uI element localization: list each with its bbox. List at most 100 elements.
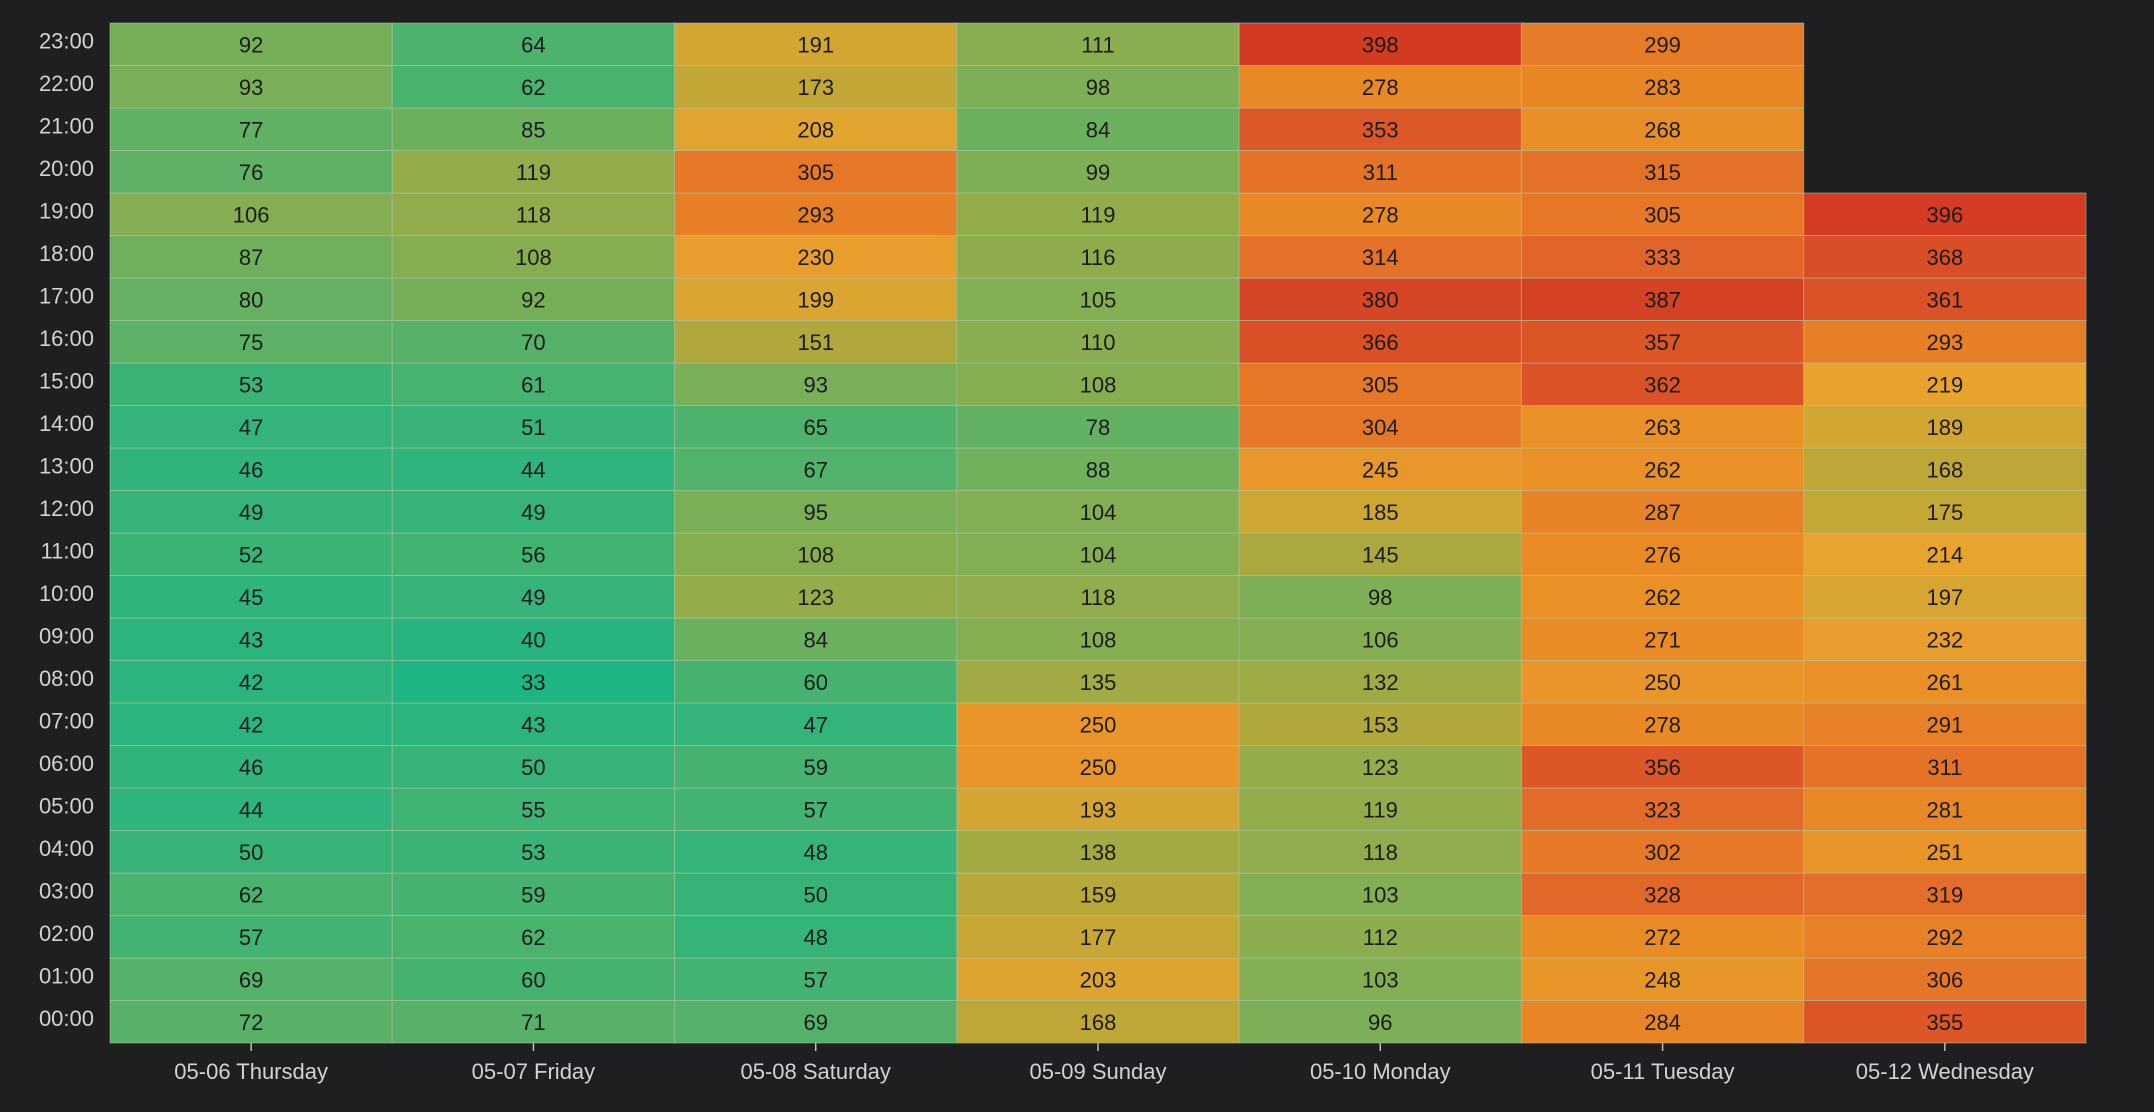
cell-value-label: 208 bbox=[797, 117, 834, 142]
cell-value-label: 106 bbox=[1362, 627, 1399, 652]
heatmap-cell bbox=[109, 362, 393, 406]
cell-value-label: 283 bbox=[1644, 75, 1681, 100]
cell-value-label: 323 bbox=[1644, 797, 1681, 822]
heatmap-cell bbox=[1803, 490, 2087, 534]
cell-value-label: 278 bbox=[1644, 712, 1681, 737]
heatmap-cell bbox=[109, 617, 393, 661]
cell-value-label: 132 bbox=[1362, 670, 1399, 695]
heatmap-cell bbox=[1520, 235, 1805, 279]
cell-value-label: 112 bbox=[1363, 925, 1398, 950]
cell-value-label: 262 bbox=[1644, 457, 1681, 482]
cell-value-label: 57 bbox=[803, 967, 827, 992]
cell-value-label: 293 bbox=[1926, 330, 1963, 355]
heatmap-cell bbox=[1238, 787, 1522, 831]
cell-value-label: 84 bbox=[803, 627, 827, 652]
cell-value-label: 305 bbox=[1644, 202, 1681, 227]
heatmap-cell bbox=[1803, 872, 2087, 916]
heatmap-cell bbox=[1238, 872, 1522, 916]
cell-value-label: 48 bbox=[803, 840, 827, 865]
y-tick-label: 22:00 bbox=[39, 71, 94, 96]
cell-value-label: 53 bbox=[239, 372, 263, 397]
cell-value-label: 203 bbox=[1080, 967, 1117, 992]
cell-value-label: 108 bbox=[1080, 372, 1117, 397]
cell-value-label: 42 bbox=[239, 670, 263, 695]
cell-value-label: 60 bbox=[803, 670, 827, 695]
cell-value-label: 45 bbox=[239, 585, 263, 610]
cell-value-label: 106 bbox=[233, 202, 270, 227]
cell-value-label: 263 bbox=[1644, 415, 1681, 440]
cell-value-label: 51 bbox=[521, 415, 545, 440]
cell-value-label: 78 bbox=[1086, 415, 1110, 440]
cell-value-label: 85 bbox=[521, 117, 545, 142]
cell-value-label: 262 bbox=[1644, 585, 1681, 610]
heatmap-cell bbox=[391, 447, 676, 491]
heatmap-cell bbox=[1238, 320, 1522, 364]
heatmap-cell bbox=[1803, 787, 2087, 831]
heatmap-cell bbox=[674, 957, 958, 1001]
cell-value-label: 119 bbox=[1080, 202, 1115, 227]
heatmap-cell bbox=[109, 702, 393, 746]
heatmap-cell bbox=[109, 787, 393, 831]
cell-value-label: 53 bbox=[521, 840, 545, 865]
heatmap-cell bbox=[956, 490, 1240, 534]
cell-value-label: 57 bbox=[239, 925, 263, 950]
heatmap-cell bbox=[1803, 617, 2087, 661]
cell-value-label: 168 bbox=[1926, 457, 1963, 482]
heatmap-cell bbox=[391, 830, 676, 874]
cell-value-label: 387 bbox=[1644, 287, 1681, 312]
heatmap-cell bbox=[674, 830, 958, 874]
cell-value-label: 230 bbox=[797, 245, 834, 270]
heatmap-cell bbox=[1803, 447, 2087, 491]
heatmap-cell bbox=[109, 490, 393, 534]
heatmap-cell bbox=[674, 617, 958, 661]
y-tick-label: 21:00 bbox=[39, 113, 94, 138]
cell-value-label: 92 bbox=[239, 32, 263, 57]
cell-value-label: 93 bbox=[803, 372, 827, 397]
y-tick-label: 06:00 bbox=[39, 751, 94, 776]
cell-value-label: 319 bbox=[1926, 882, 1963, 907]
cell-value-label: 199 bbox=[797, 287, 834, 312]
heatmap-cell bbox=[1520, 320, 1805, 364]
heatmap-cell bbox=[1520, 702, 1805, 746]
heatmap-cell bbox=[956, 65, 1240, 109]
cell-value-label: 315 bbox=[1644, 160, 1681, 185]
cell-value-label: 119 bbox=[1363, 797, 1398, 822]
cell-value-label: 251 bbox=[1926, 840, 1963, 865]
heatmap-cell bbox=[1520, 22, 1805, 66]
heatmap-cell bbox=[674, 235, 958, 279]
heatmap-cell bbox=[1238, 490, 1522, 534]
y-tick-label: 05:00 bbox=[39, 793, 94, 818]
cell-value-label: 50 bbox=[803, 882, 827, 907]
heatmap-cell bbox=[674, 362, 958, 406]
cell-value-label: 103 bbox=[1362, 882, 1399, 907]
cell-value-label: 50 bbox=[239, 840, 263, 865]
cell-value-label: 398 bbox=[1362, 32, 1399, 57]
heatmap-cell bbox=[674, 660, 958, 704]
cell-value-label: 64 bbox=[521, 32, 545, 57]
heatmap-cell bbox=[956, 107, 1240, 151]
cell-value-label: 108 bbox=[515, 245, 552, 270]
cell-value-label: 42 bbox=[239, 712, 263, 737]
heatmap-cell bbox=[674, 745, 958, 789]
heatmap-cell bbox=[109, 660, 393, 704]
x-tick-label: 05-06 Thursday bbox=[174, 1059, 328, 1084]
cell-value-label: 69 bbox=[803, 1010, 827, 1035]
cell-value-label: 368 bbox=[1926, 245, 1963, 270]
y-axis-tick-labels: 00:00 01:00 02:00 03:00 04:00 05:00 06:00 07:00… bbox=[39, 28, 94, 1031]
cell-value-label: 250 bbox=[1080, 712, 1117, 737]
heatmap-cell bbox=[674, 65, 958, 109]
heatmap-cell bbox=[391, 65, 676, 109]
cell-value-label: 65 bbox=[803, 415, 827, 440]
cell-value-label: 72 bbox=[239, 1010, 263, 1035]
heatmap-cell bbox=[1238, 65, 1522, 109]
heatmap-cell bbox=[1520, 107, 1805, 151]
heatmap-cell bbox=[956, 575, 1240, 619]
heatmap-cell bbox=[956, 872, 1240, 916]
heatmap-cell bbox=[674, 107, 958, 151]
y-tick-label: 13:00 bbox=[39, 453, 94, 478]
y-tick-label: 07:00 bbox=[39, 708, 94, 733]
cell-value-label: 116 bbox=[1080, 245, 1115, 270]
cell-value-label: 84 bbox=[1086, 117, 1110, 142]
cell-value-label: 250 bbox=[1080, 755, 1117, 780]
